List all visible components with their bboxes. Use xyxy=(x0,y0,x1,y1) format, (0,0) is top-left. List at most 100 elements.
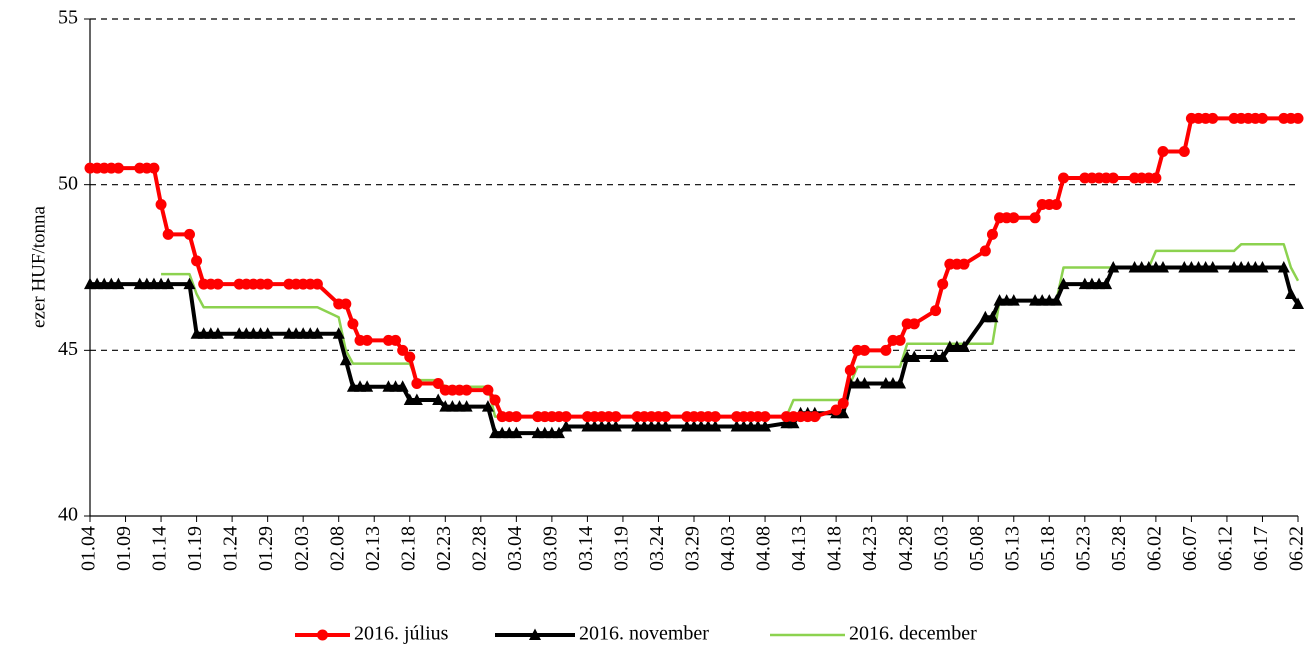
marker xyxy=(1284,287,1297,300)
marker xyxy=(1050,294,1063,306)
marker xyxy=(482,384,494,396)
x-tick-label: 03.04 xyxy=(504,526,526,571)
marker xyxy=(1007,294,1020,306)
x-tick-label: 06.17 xyxy=(1250,526,1272,571)
marker xyxy=(936,350,949,362)
marker xyxy=(986,310,999,323)
marker xyxy=(908,350,921,362)
x-tick-label: 03.09 xyxy=(539,526,561,571)
marker xyxy=(560,420,573,432)
y-tick-label: 55 xyxy=(58,7,78,29)
marker xyxy=(958,340,971,353)
marker xyxy=(809,411,821,423)
marker xyxy=(1100,277,1113,290)
marker xyxy=(332,327,345,339)
x-tick-label: 04.23 xyxy=(859,526,881,571)
legend-marker xyxy=(317,629,328,641)
marker xyxy=(191,255,203,267)
marker xyxy=(1107,172,1119,184)
marker xyxy=(162,277,175,290)
marker xyxy=(311,278,323,290)
marker xyxy=(609,420,622,432)
marker xyxy=(112,162,124,174)
marker xyxy=(1157,146,1169,158)
marker xyxy=(481,400,494,412)
marker xyxy=(361,334,373,346)
marker xyxy=(837,406,850,419)
x-tick-label: 05.08 xyxy=(966,526,988,571)
marker xyxy=(894,376,907,389)
y-tick-label: 40 xyxy=(58,504,78,526)
marker xyxy=(1256,112,1268,124)
marker xyxy=(1107,261,1120,273)
legend-label: 2016. december xyxy=(849,623,977,645)
y-axis-label: ezer HUF/tonna xyxy=(28,206,49,328)
marker xyxy=(1277,261,1290,273)
marker xyxy=(1057,277,1070,290)
marker xyxy=(489,394,501,406)
x-tick-label: 05.23 xyxy=(1072,526,1094,571)
marker xyxy=(262,278,274,290)
marker xyxy=(112,277,125,290)
x-tick-label: 02.18 xyxy=(397,526,419,571)
x-tick-label: 04.18 xyxy=(824,526,846,571)
marker xyxy=(709,411,721,423)
marker xyxy=(610,411,622,423)
marker xyxy=(1150,172,1162,184)
x-tick-label: 04.03 xyxy=(717,526,739,571)
marker xyxy=(396,380,409,392)
marker xyxy=(930,305,942,317)
x-tick-label: 02.23 xyxy=(433,526,455,571)
x-tick-label: 05.03 xyxy=(930,526,952,571)
marker xyxy=(837,397,849,409)
marker xyxy=(1156,261,1169,273)
marker xyxy=(787,416,800,429)
marker xyxy=(1292,112,1304,124)
marker xyxy=(510,411,522,423)
x-tick-label: 01.29 xyxy=(255,526,277,571)
legend-label: 2016. november xyxy=(579,623,709,645)
marker xyxy=(212,278,224,290)
marker xyxy=(1207,112,1219,124)
marker xyxy=(347,318,359,330)
marker xyxy=(1206,261,1219,273)
y-tick-label: 45 xyxy=(58,338,78,360)
marker xyxy=(155,199,167,211)
x-tick-label: 02.13 xyxy=(362,526,384,571)
legend-label: 2016. július xyxy=(354,623,449,645)
marker xyxy=(759,420,772,432)
marker xyxy=(958,258,970,270)
x-tick-label: 01.04 xyxy=(78,526,100,571)
marker xyxy=(432,393,445,406)
legend-marker xyxy=(529,628,541,640)
x-tick-label: 03.24 xyxy=(646,526,668,571)
marker xyxy=(660,411,672,423)
marker xyxy=(759,411,771,423)
x-tick-label: 06.07 xyxy=(1179,526,1201,571)
marker xyxy=(844,364,856,376)
marker xyxy=(311,327,324,339)
marker xyxy=(397,344,409,356)
marker xyxy=(460,400,473,412)
marker xyxy=(1292,297,1304,309)
marker xyxy=(858,376,871,389)
x-tick-label: 06.12 xyxy=(1215,526,1237,571)
marker xyxy=(510,426,523,439)
marker xyxy=(432,377,444,389)
x-tick-label: 05.13 xyxy=(1001,526,1023,571)
x-tick-label: 05.28 xyxy=(1108,526,1130,571)
marker xyxy=(659,420,672,432)
marker xyxy=(339,353,352,366)
marker xyxy=(461,384,473,396)
x-tick-label: 02.08 xyxy=(326,526,348,571)
marker xyxy=(1058,172,1070,184)
marker xyxy=(361,380,374,392)
x-tick-label: 03.19 xyxy=(611,526,633,571)
x-tick-label: 01.14 xyxy=(149,526,171,571)
x-tick-label: 02.28 xyxy=(468,526,490,571)
x-tick-label: 01.24 xyxy=(220,526,242,571)
x-tick-label: 01.09 xyxy=(113,526,135,571)
marker xyxy=(390,334,402,346)
marker xyxy=(552,426,565,439)
marker xyxy=(404,351,416,363)
